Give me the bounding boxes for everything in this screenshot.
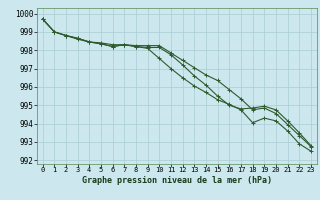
X-axis label: Graphe pression niveau de la mer (hPa): Graphe pression niveau de la mer (hPa) — [82, 176, 272, 185]
